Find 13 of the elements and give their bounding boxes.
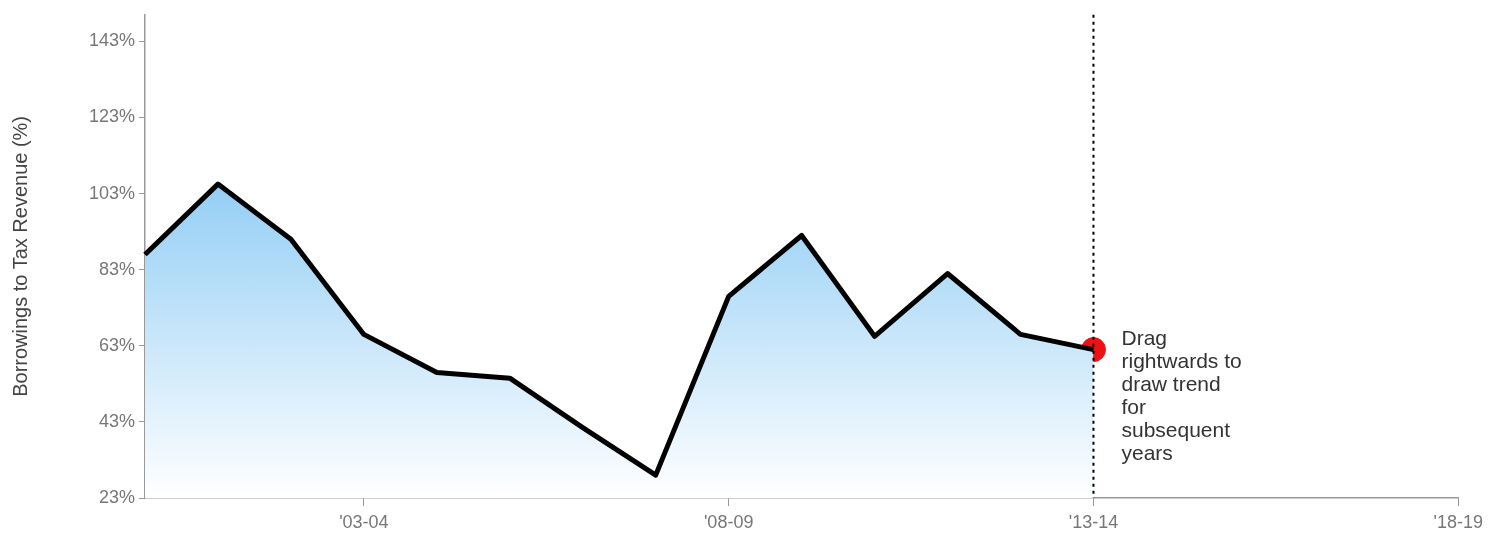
y-tick-label: 23% <box>98 486 135 507</box>
y-tick-label: 123% <box>88 106 135 127</box>
y-tick-label: 103% <box>88 182 135 203</box>
x-tick-label: '03-04 <box>339 511 389 532</box>
y-axis-title: Borrowings to Tax Revenue (%) <box>8 115 31 397</box>
y-tick-label: 143% <box>88 30 135 51</box>
x-tick-label: '18-19 <box>1433 511 1484 532</box>
y-tick-label: 63% <box>98 334 135 355</box>
x-tick-label: '13-14 <box>1068 511 1119 532</box>
annotation: Drag rightwards to draw trend for subsequent years <box>1121 326 1242 465</box>
y-tick-label: 43% <box>98 410 135 431</box>
x-tick-label: '08-09 <box>703 511 754 532</box>
y-tick-label: 83% <box>98 258 135 279</box>
